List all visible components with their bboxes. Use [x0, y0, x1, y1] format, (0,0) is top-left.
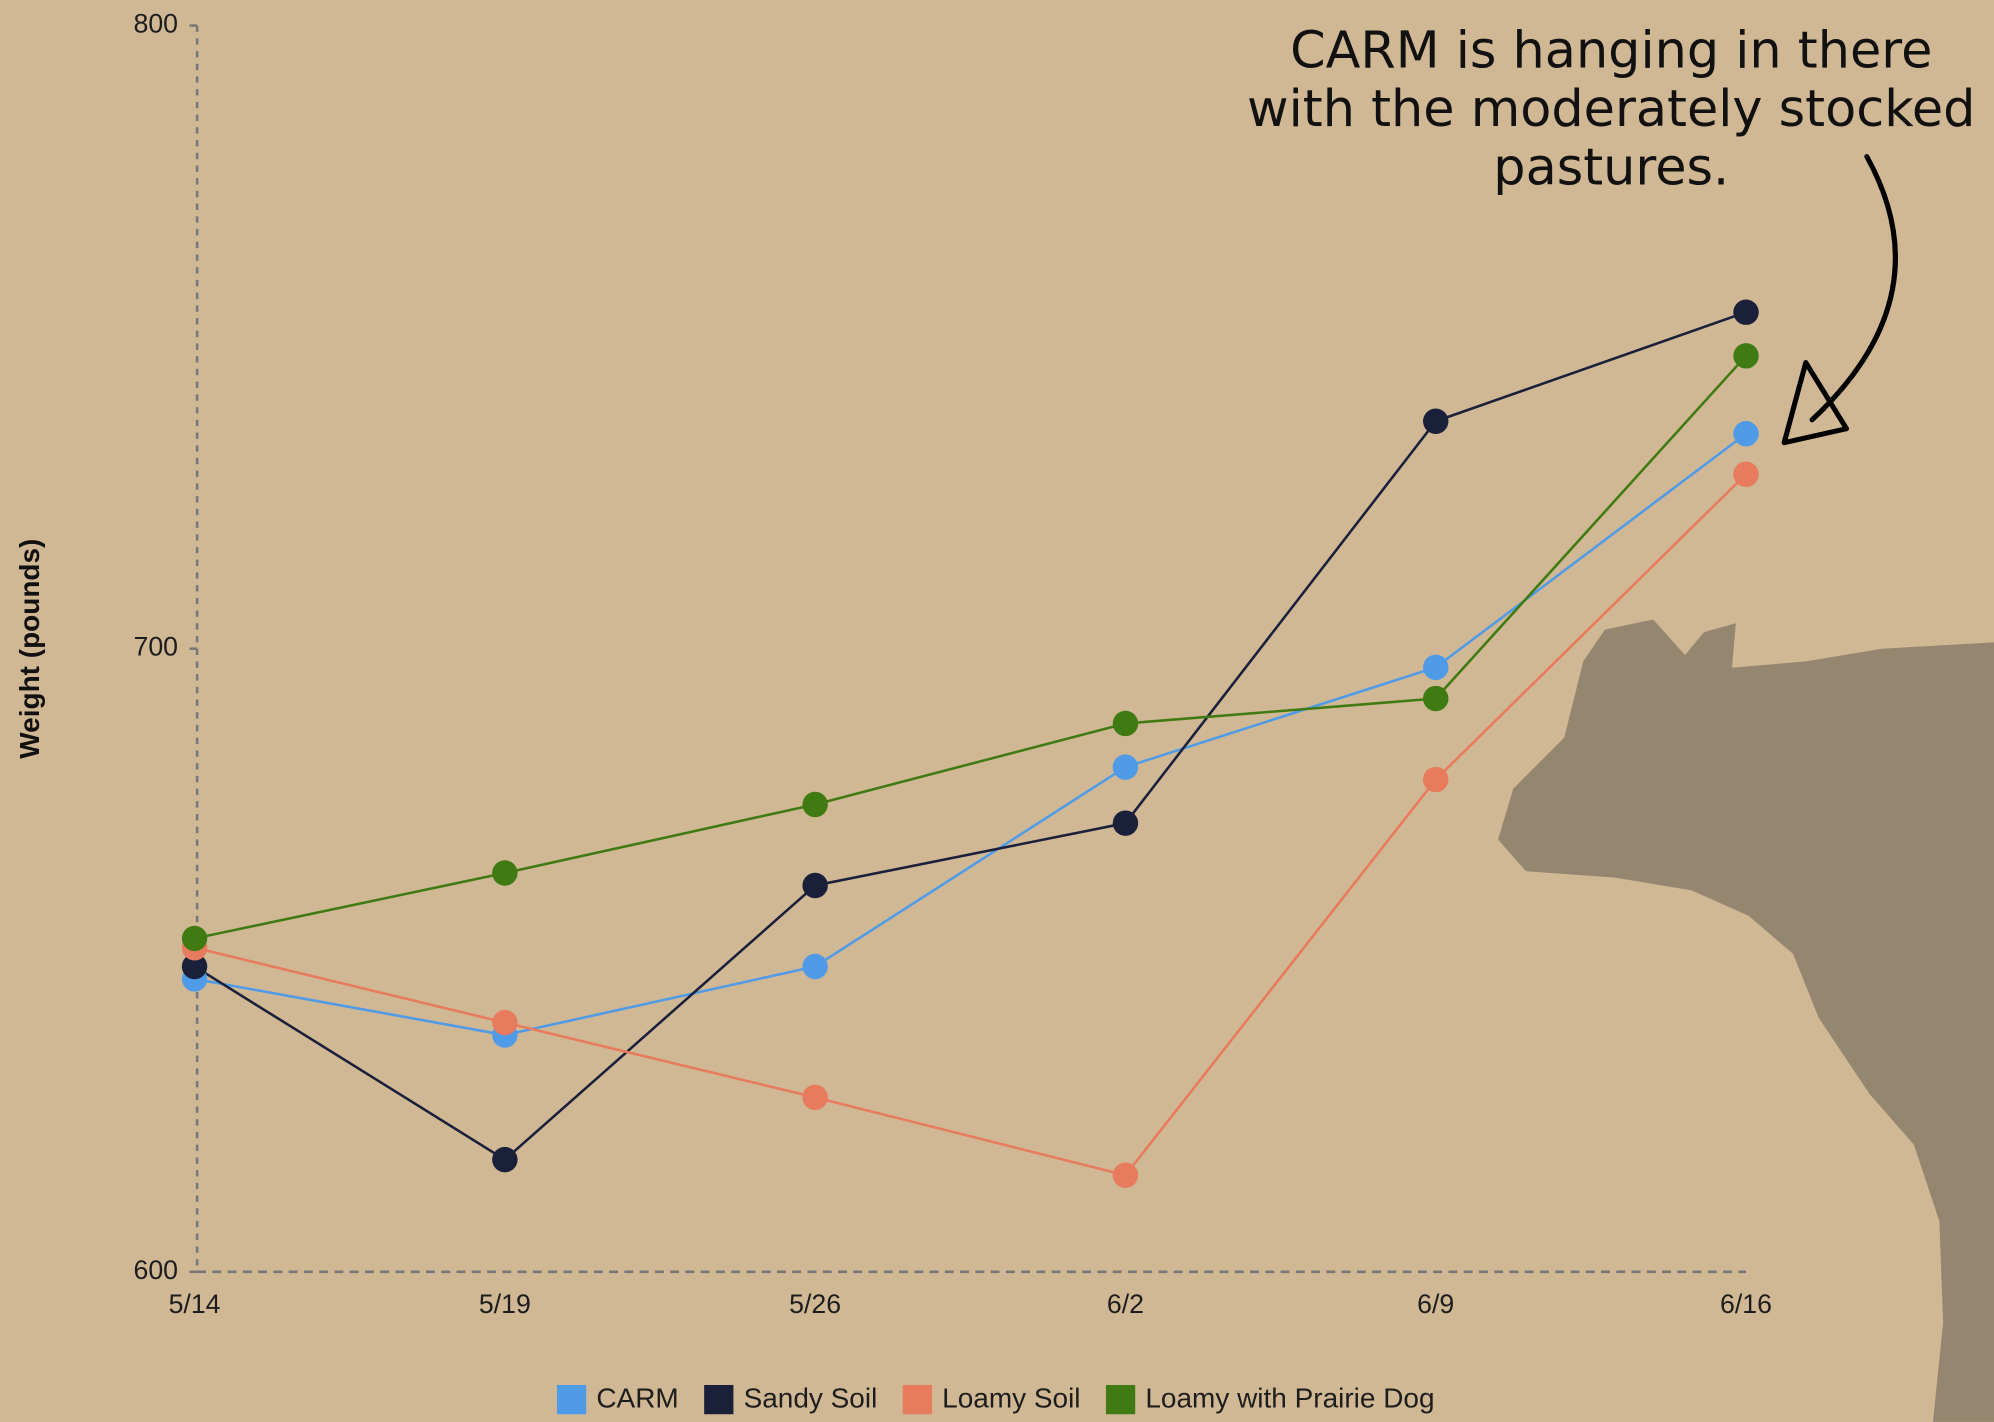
legend-label: Sandy Soil — [744, 1383, 878, 1414]
data-point — [802, 872, 828, 899]
cow-silhouette — [1498, 619, 1994, 1422]
data-point — [1423, 654, 1449, 681]
data-point — [1423, 766, 1449, 793]
data-point — [492, 1146, 518, 1173]
series-line — [193, 311, 1747, 1162]
data-point — [1733, 461, 1759, 487]
legend-label: Loamy with Prairie Dog — [1145, 1383, 1434, 1414]
legend-swatch — [704, 1384, 734, 1415]
series-line — [194, 473, 1747, 1177]
annotation: CARM is hanging in there — [1290, 21, 1932, 80]
legend-label: Loamy Soil — [942, 1383, 1080, 1414]
x-tick-label: 5/14 — [169, 1289, 221, 1319]
series-line — [194, 432, 1747, 1037]
legend-swatch — [556, 1384, 587, 1415]
data-point — [181, 925, 208, 952]
data-point — [1733, 299, 1759, 325]
y-tick-label: 800 — [134, 9, 179, 39]
x-tick-label: 5/26 — [789, 1289, 841, 1319]
series-line — [194, 354, 1747, 940]
data-point — [492, 860, 518, 886]
data-point — [1112, 810, 1139, 836]
x-tick-label: 5/19 — [479, 1289, 531, 1319]
data-point — [492, 1009, 518, 1036]
annotation-arrowhead — [1781, 360, 1850, 446]
annotation-arrow — [1809, 154, 1898, 423]
data-point — [1112, 1162, 1139, 1188]
data-point — [1423, 685, 1449, 712]
data-point — [1733, 420, 1759, 447]
data-point — [802, 953, 828, 980]
x-tick-label: 6/9 — [1417, 1289, 1454, 1319]
y-tick-label: 600 — [134, 1255, 179, 1285]
data-point — [1112, 754, 1139, 780]
y-axis-label: Weight (pounds) — [14, 539, 45, 759]
x-tick-label: 6/2 — [1107, 1289, 1144, 1319]
legend-swatch — [1105, 1384, 1136, 1415]
data-point — [1112, 710, 1139, 737]
y-tick-label: 700 — [134, 632, 179, 662]
data-point — [802, 791, 828, 818]
annotation: pastures. — [1493, 138, 1729, 197]
data-point — [181, 953, 208, 980]
annotation: with the moderately stocked — [1247, 79, 1975, 138]
legend-label: CARM — [596, 1383, 678, 1414]
legend-swatch — [902, 1384, 932, 1415]
data-point — [802, 1084, 828, 1111]
data-point — [1423, 408, 1449, 434]
x-tick-label: 6/16 — [1720, 1289, 1772, 1319]
data-point — [1733, 343, 1759, 369]
